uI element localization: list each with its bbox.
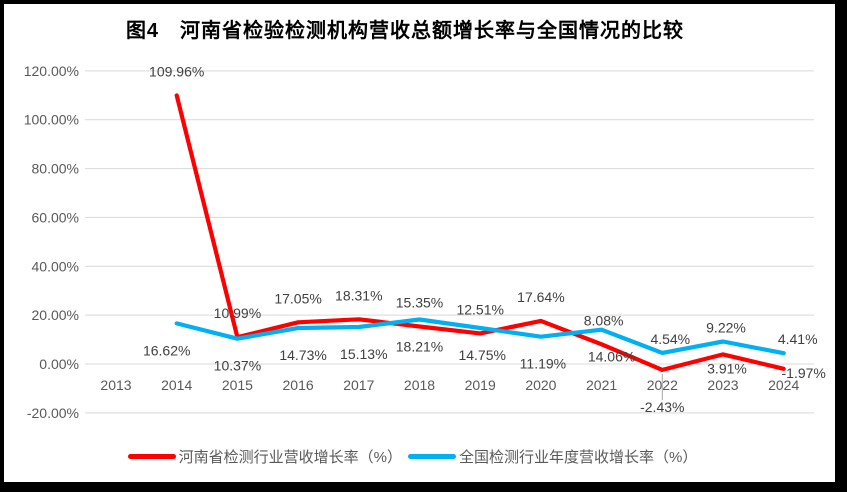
- data-label-national: 14.75%: [458, 347, 505, 363]
- data-label-henan: 17.05%: [274, 290, 321, 306]
- x-axis-tick-label: 2018: [404, 377, 435, 393]
- data-label-national: 16.62%: [143, 342, 190, 358]
- x-axis-tick-label: 2020: [525, 377, 556, 393]
- chart-legend: 河南省检测行业营收增长率（%） 全国检测行业年度营收增长率（%）: [0, 446, 825, 467]
- legend-item-national: 全国检测行业年度营收增长率（%）: [408, 446, 697, 467]
- data-label-henan: 15.35%: [396, 295, 443, 311]
- data-label-national: 9.22%: [706, 319, 746, 335]
- series-line-national: [174, 317, 786, 356]
- data-label-henan: -1.97%: [782, 365, 826, 381]
- legend-label-national: 全国检测行业年度营收增长率（%）: [459, 449, 698, 466]
- y-axis-tick-label: 60.00%: [32, 209, 79, 225]
- data-label-henan: 18.31%: [335, 287, 382, 303]
- x-axis-tick-label: 2021: [586, 377, 617, 393]
- x-axis-tick-label: 2019: [465, 377, 496, 393]
- x-axis-tick-label: 2013: [100, 377, 131, 393]
- data-label-henan: 8.08%: [584, 312, 624, 328]
- x-axis-tick-label: 2014: [161, 377, 192, 393]
- data-label-henan: 10.99%: [214, 305, 261, 321]
- data-label-national: 11.19%: [520, 356, 566, 372]
- x-axis-tick-label: 2016: [283, 377, 314, 393]
- legend-swatch-blue-line: [408, 454, 456, 459]
- data-label-henan: 12.51%: [456, 301, 503, 317]
- y-axis-tick-label: 0.00%: [39, 356, 79, 372]
- x-axis-tick-label: 2015: [222, 377, 253, 393]
- data-label-henan: 109.96%: [149, 63, 204, 79]
- y-axis-tick-label: 40.00%: [32, 258, 79, 274]
- y-axis-tick-label: -20.00%: [27, 405, 79, 421]
- y-axis-tick-label: 120.00%: [24, 63, 79, 79]
- y-axis-tick-label: 20.00%: [32, 307, 79, 323]
- legend-swatch-red-line: [127, 454, 176, 459]
- x-axis-tick-label: 2017: [343, 377, 374, 393]
- legend-label-henan: 河南省检测行业营收增长率（%）: [178, 449, 402, 466]
- data-label-national: 4.54%: [650, 331, 690, 347]
- series-line-henan: [174, 93, 786, 372]
- data-label-national: 18.21%: [396, 339, 443, 355]
- y-axis-tick-label: 80.00%: [32, 161, 79, 177]
- chart-title: 图4 河南省检验检测机构营收总额增长率与全国情况的比较: [125, 20, 685, 42]
- data-label-national: 14.06%: [588, 349, 635, 365]
- data-label-national: 10.37%: [214, 358, 261, 374]
- data-label-henan: 17.64%: [517, 289, 564, 305]
- data-label-national: 15.13%: [340, 346, 387, 362]
- data-label-national: 14.73%: [279, 347, 326, 363]
- data-label-henan: -2.43%: [640, 399, 684, 415]
- data-label-national: 4.41%: [778, 331, 818, 347]
- x-axis-tick-label: 2024: [768, 377, 799, 393]
- y-axis-tick-label: 100.00%: [24, 112, 79, 128]
- x-axis-tick-label: 2023: [707, 377, 738, 393]
- data-label-henan: 3.91%: [707, 360, 747, 376]
- legend-item-henan: 河南省检测行业营收增长率（%）: [127, 446, 402, 467]
